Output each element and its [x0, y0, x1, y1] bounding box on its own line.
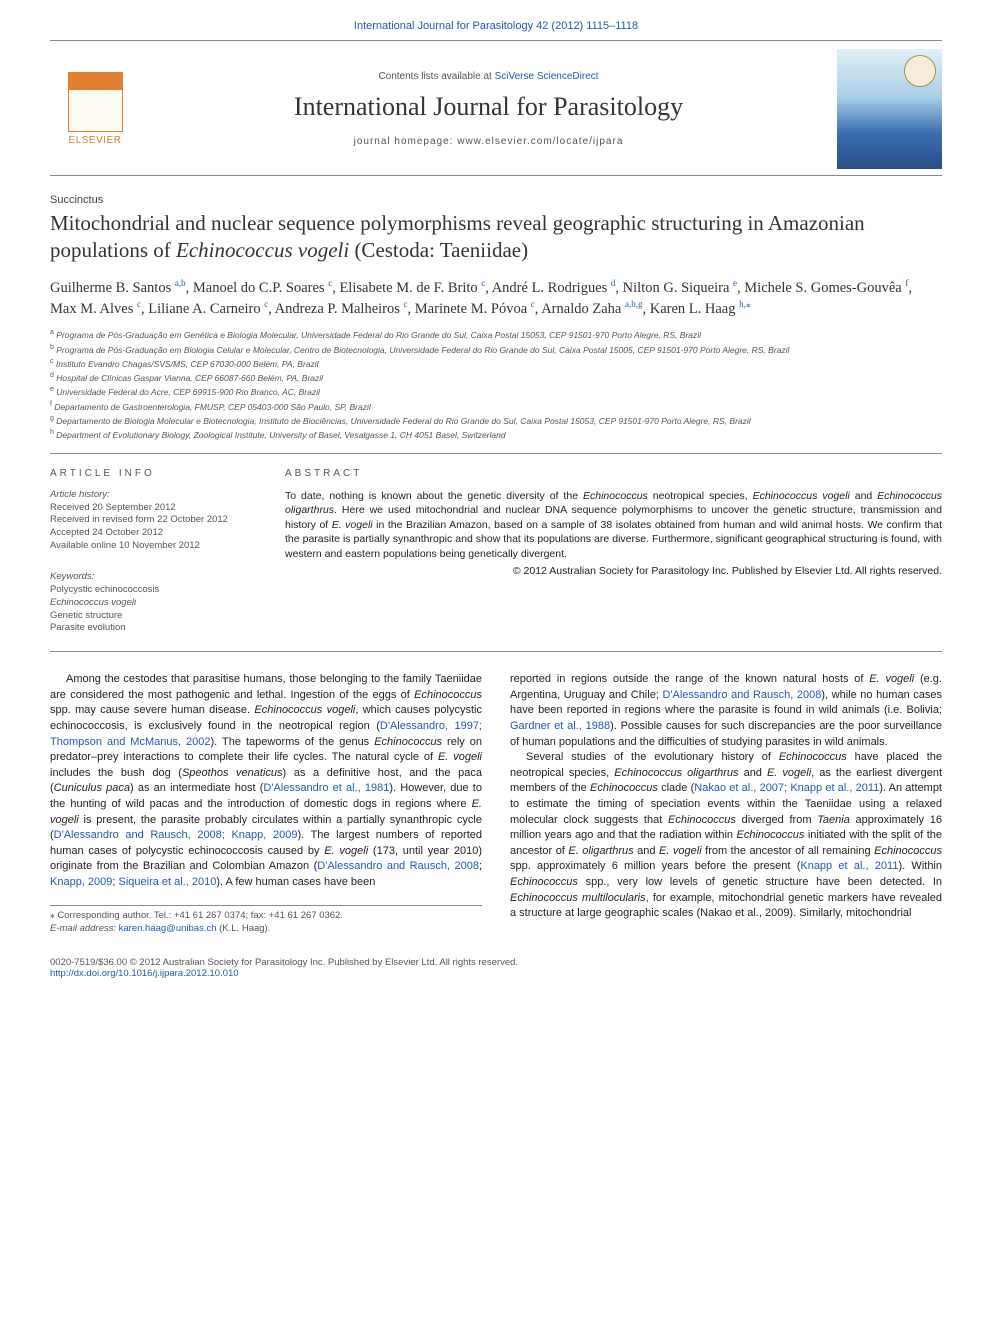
header-center: Contents lists available at SciVerse Sci… — [140, 71, 837, 147]
affiliation-line: b Programa de Pós-Graduação em Biologia … — [50, 343, 942, 356]
keyword-item: Echinococcus vogeli — [50, 597, 255, 610]
author-list: Guilherme B. Santos a,b, Manoel do C.P. … — [50, 277, 942, 321]
journal-header: ELSEVIER Contents lists available at Sci… — [50, 40, 942, 176]
affiliation-line: d Hospital de Clínicas Gaspar Vianna, CE… — [50, 371, 942, 384]
history-item: Accepted 24 October 2012 — [50, 527, 255, 540]
corr-author-name: (K.L. Haag). — [217, 923, 271, 934]
journal-society-badge-icon — [904, 55, 936, 87]
homepage-pre: journal homepage: — [354, 136, 458, 147]
body-paragraph: Several studies of the evolutionary hist… — [510, 750, 942, 922]
publisher-logo-block: ELSEVIER — [50, 72, 140, 146]
history-item: Available online 10 November 2012 — [50, 540, 255, 553]
body-paragraph: reported in regions outside the range of… — [510, 672, 942, 750]
page-footer: 0020-7519/$36.00 © 2012 Australian Socie… — [50, 957, 942, 979]
affiliations-block: a Programa de Pós-Graduação em Genética … — [50, 328, 942, 453]
corresponding-author-footnote: ⁎ Corresponding author. Tel.: +41 61 267… — [50, 905, 482, 936]
footer-left: 0020-7519/$36.00 © 2012 Australian Socie… — [50, 957, 518, 979]
affiliation-line: g Departamento de Biologia Molecular e B… — [50, 414, 942, 427]
top-citation[interactable]: International Journal for Parasitology 4… — [50, 20, 942, 32]
keyword-item: Parasite evolution — [50, 622, 255, 635]
contents-available-line: Contents lists available at SciVerse Sci… — [140, 71, 837, 82]
affiliation-line: a Programa de Pós-Graduação em Genética … — [50, 328, 942, 341]
doi-link[interactable]: http://dx.doi.org/10.1016/j.ijpara.2012.… — [50, 968, 518, 979]
abstract-text: To date, nothing is known about the gene… — [285, 489, 942, 561]
issn-copyright-line: 0020-7519/$36.00 © 2012 Australian Socie… — [50, 957, 518, 968]
affiliation-line: f Departamento de Gastroenterologia, FMU… — [50, 400, 942, 413]
article-body: Among the cestodes that parasitise human… — [50, 672, 942, 935]
body-paragraph: Among the cestodes that parasitise human… — [50, 672, 482, 891]
sciencedirect-link[interactable]: SciVerse ScienceDirect — [495, 71, 599, 82]
keywords-label: Keywords: — [50, 571, 255, 582]
abstract-copyright: © 2012 Australian Society for Parasitolo… — [285, 565, 942, 577]
homepage-url[interactable]: www.elsevier.com/locate/ijpara — [457, 136, 623, 147]
abstract-column: ABSTRACT To date, nothing is known about… — [285, 468, 942, 636]
article-info-header: ARTICLE INFO — [50, 468, 255, 479]
affiliation-line: h Department of Evolutionary Biology, Zo… — [50, 428, 942, 441]
corr-author-line: ⁎ Corresponding author. Tel.: +41 61 267… — [50, 910, 482, 923]
journal-name: International Journal for Parasitology — [140, 92, 837, 122]
contents-pre: Contents lists available at — [378, 71, 494, 82]
keyword-item: Genetic structure — [50, 610, 255, 623]
journal-homepage-line: journal homepage: www.elsevier.com/locat… — [140, 136, 837, 147]
elsevier-wordmark: ELSEVIER — [69, 135, 122, 146]
history-item: Received in revised form 22 October 2012 — [50, 514, 255, 527]
history-item: Received 20 September 2012 — [50, 502, 255, 515]
elsevier-tree-icon — [68, 72, 123, 132]
article-section-type: Succinctus — [50, 194, 942, 206]
corr-author-email[interactable]: karen.haag@unibas.ch — [119, 923, 217, 934]
affiliation-line: c Instituto Evandro Chagas/SVS/MS, CEP 6… — [50, 357, 942, 370]
email-label: E-mail address: — [50, 923, 116, 934]
affiliation-line: e Universidade Federal do Acre, CEP 6991… — [50, 385, 942, 398]
article-info-column: ARTICLE INFO Article history: Received 2… — [50, 468, 255, 636]
keyword-item: Polycystic echinococcosis — [50, 584, 255, 597]
article-title: Mitochondrial and nuclear sequence polym… — [50, 210, 942, 265]
article-meta-row: ARTICLE INFO Article history: Received 2… — [50, 468, 942, 653]
journal-cover-thumbnail — [837, 49, 942, 169]
article-history-label: Article history: — [50, 489, 255, 500]
abstract-header: ABSTRACT — [285, 468, 942, 479]
